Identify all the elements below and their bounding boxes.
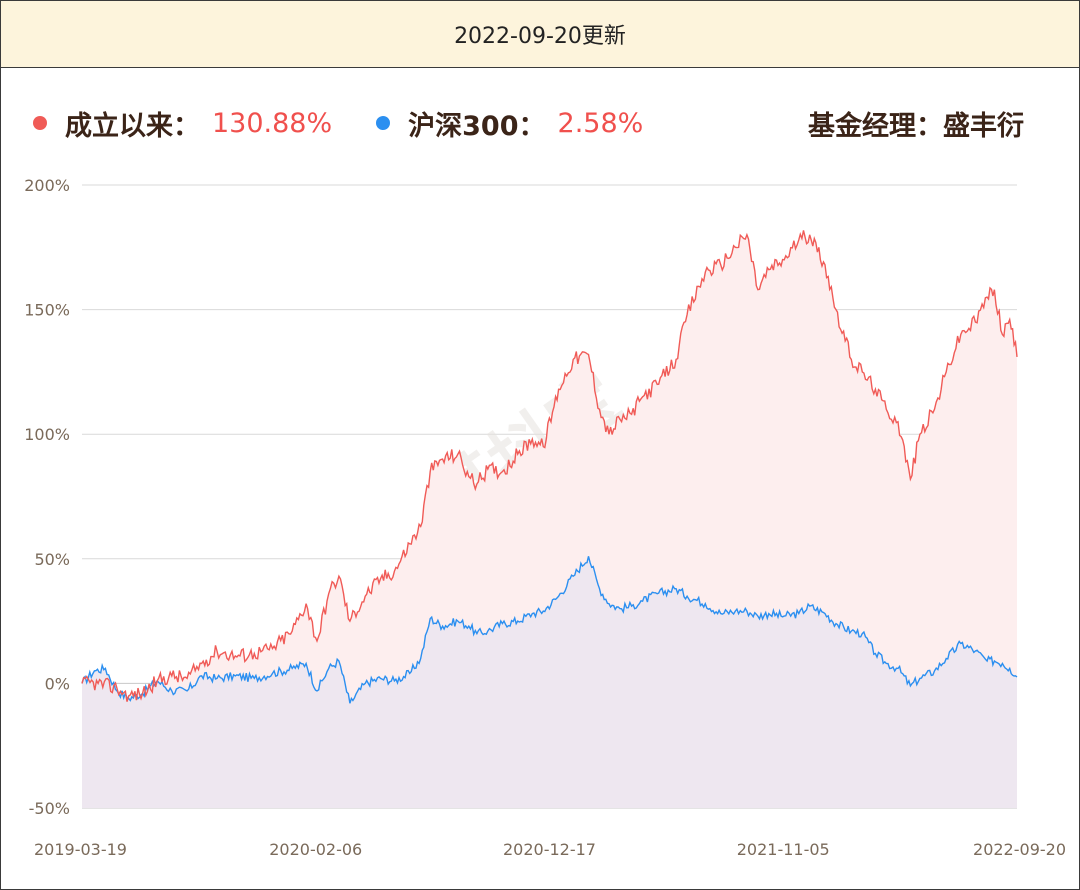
chart-legend: 成立以来： 130.88% 沪深300： 2.58% — [33, 101, 1033, 145]
x-tick-label: 2022-09-20 — [973, 840, 1066, 859]
x-tick-label: 2019-03-19 — [34, 840, 127, 859]
index-return-value: 2.58% — [557, 107, 644, 139]
index-series-line — [81, 556, 1018, 704]
fund-return-value: 130.88% — [212, 107, 333, 139]
update-date-header: 2022-09-20更新 — [1, 1, 1079, 68]
y-tick-label: 50% — [34, 550, 70, 569]
y-tick-label: 0% — [45, 674, 70, 693]
index-area-fill — [82, 556, 1017, 808]
index-legend-dot-icon — [376, 116, 391, 130]
x-tick-label: 2021-11-05 — [737, 840, 830, 859]
fund-series-line — [81, 230, 1018, 702]
y-tick-label: 200% — [24, 176, 70, 195]
fund-legend-label: 成立以来： — [65, 110, 200, 142]
y-tick-label: 150% — [24, 301, 70, 320]
y-tick-label: -50% — [29, 799, 70, 818]
fund-legend-dot-icon — [33, 116, 47, 130]
index-legend-label: 沪深300： — [408, 110, 546, 142]
x-tick-label: 2020-02-06 — [269, 840, 362, 859]
y-tick-label: 100% — [24, 425, 70, 444]
x-tick-label: 2020-12-17 — [503, 840, 596, 859]
fund-manager: 基金经理：盛丰衍 — [808, 110, 1024, 142]
